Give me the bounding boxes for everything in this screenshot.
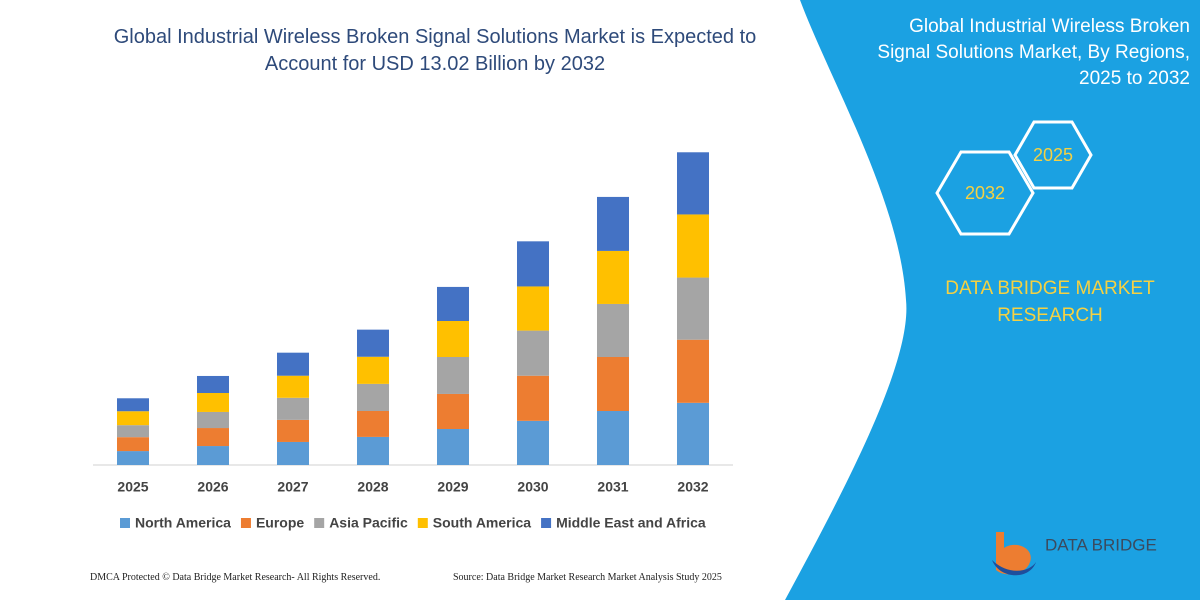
- logo-text: DATA BRIDGE: [1045, 535, 1157, 554]
- bar-segment: [197, 428, 229, 447]
- hexagon-label: 2025: [1033, 145, 1073, 165]
- bar-segment: [277, 397, 309, 420]
- bar-segment: [677, 402, 709, 465]
- legend-swatch: [417, 518, 428, 528]
- bar-segment: [277, 375, 309, 398]
- chart-title: Global Industrial Wireless Broken Signal…: [113, 26, 757, 75]
- bar-segment: [437, 286, 469, 321]
- hexagon-label: 2032: [965, 183, 1005, 203]
- bar-segment: [197, 446, 229, 465]
- bar-segment: [517, 330, 549, 376]
- x-tick-label: 2029: [437, 479, 468, 495]
- x-tick-label: 2032: [677, 479, 708, 495]
- bar-segment: [117, 437, 149, 452]
- bar-segment: [677, 214, 709, 278]
- bar-segment: [597, 357, 629, 411]
- legend-swatch: [541, 518, 552, 528]
- bar-segment: [357, 411, 389, 437]
- bar-segment: [437, 321, 469, 357]
- legend-label: Asia Pacific: [329, 515, 408, 531]
- bar-segment: [197, 375, 229, 393]
- bar-segment: [277, 352, 309, 376]
- bar-segment: [677, 277, 709, 340]
- bar-segment: [117, 411, 149, 426]
- brand: DATA BRIDGE MARKET RESEARCH: [945, 278, 1155, 326]
- logo-icon: [992, 560, 1036, 576]
- legend-swatch: [240, 518, 251, 528]
- bar-segment: [357, 356, 389, 384]
- x-tick-label: 2030: [517, 479, 548, 495]
- x-tick-label: 2026: [197, 479, 228, 495]
- bar-segment: [597, 196, 629, 251]
- bar-segment: [517, 286, 549, 331]
- bar-segment: [597, 411, 629, 465]
- legend-label: South America: [433, 515, 531, 531]
- hexagon: [1013, 120, 1093, 190]
- bar-segment: [197, 411, 229, 429]
- legend-label: Europe: [256, 515, 304, 531]
- bar-segment: [117, 398, 149, 412]
- bar-segment: [277, 441, 309, 465]
- bar-segment: [517, 420, 549, 465]
- legend-label: North America: [135, 515, 231, 531]
- bar-segment: [357, 329, 389, 357]
- bar-segment: [357, 383, 389, 411]
- bar-segment: [117, 451, 149, 465]
- bar-segment: [437, 393, 469, 429]
- logo-icon: [996, 532, 1031, 575]
- bar-segment: [277, 419, 309, 442]
- footer-right: Source: Data Bridge Market Research Mark…: [453, 572, 722, 583]
- legend-label: Middle East and Africa: [556, 515, 706, 531]
- panel-title: Global Industrial Wireless Broken Signal…: [877, 16, 1190, 89]
- bar-segment: [357, 436, 389, 465]
- bar-segment: [437, 429, 469, 465]
- x-tick-label: 2031: [597, 479, 628, 495]
- bar-segment: [517, 375, 549, 421]
- footer-left: DMCA Protected © Data Bridge Market Rese…: [90, 572, 381, 583]
- side-panel: [785, 0, 1200, 600]
- bar-segment: [197, 393, 229, 412]
- bar-segment: [517, 241, 549, 287]
- bar-segment: [677, 152, 709, 215]
- bar-segment: [597, 250, 629, 304]
- x-tick-label: 2027: [277, 479, 308, 495]
- x-tick-label: 2025: [117, 479, 148, 495]
- hexagon: [935, 150, 1035, 236]
- bar-segment: [677, 339, 709, 403]
- bar-segment: [597, 303, 629, 357]
- legend-swatch: [120, 518, 130, 528]
- x-tick-label: 2028: [357, 479, 388, 495]
- legend-swatch: [314, 518, 325, 528]
- bar-segment: [437, 357, 469, 394]
- bar-segment: [117, 425, 149, 438]
